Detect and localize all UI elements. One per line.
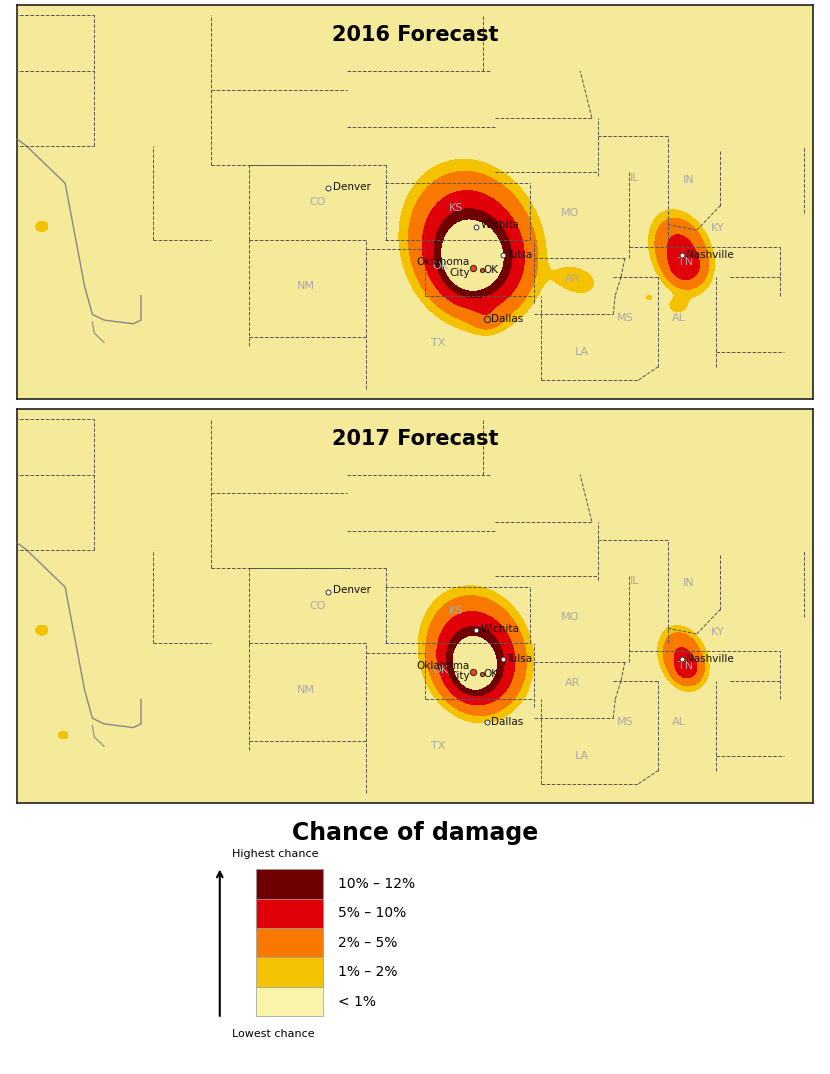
Text: Oklahoma
City: Oklahoma City: [417, 257, 470, 278]
Text: CO: CO: [310, 197, 326, 207]
Text: KS: KS: [449, 203, 463, 213]
Text: TX: TX: [431, 337, 446, 348]
Text: AR: AR: [564, 274, 580, 284]
Text: 10% – 12%: 10% – 12%: [338, 876, 415, 891]
Text: Chance of damage: Chance of damage: [292, 821, 538, 844]
FancyBboxPatch shape: [256, 899, 324, 928]
FancyBboxPatch shape: [256, 928, 324, 957]
Text: < 1%: < 1%: [338, 995, 376, 1008]
Text: LA: LA: [575, 751, 589, 760]
Text: KS: KS: [449, 607, 463, 616]
Text: MS: MS: [617, 314, 633, 323]
Text: Lowest chance: Lowest chance: [232, 1029, 315, 1040]
Text: Dallas: Dallas: [491, 314, 523, 323]
Text: Highest chance: Highest chance: [232, 848, 318, 859]
Text: 1% – 2%: 1% – 2%: [338, 966, 398, 979]
Text: IN: IN: [683, 579, 695, 589]
FancyBboxPatch shape: [256, 957, 324, 987]
Text: IL: IL: [630, 173, 639, 183]
Text: Nashville: Nashville: [686, 250, 733, 260]
Text: TN: TN: [677, 661, 693, 671]
Text: LA: LA: [575, 347, 589, 357]
Text: IN: IN: [683, 175, 695, 185]
Text: OK: OK: [484, 669, 499, 679]
Text: MO: MO: [561, 208, 579, 218]
FancyBboxPatch shape: [256, 869, 324, 899]
Text: 2016 Forecast: 2016 Forecast: [332, 25, 498, 45]
Text: TN: TN: [677, 257, 693, 267]
Text: MS: MS: [617, 717, 633, 727]
Text: KY: KY: [711, 223, 725, 233]
Text: AL: AL: [672, 717, 686, 727]
Text: KY: KY: [711, 627, 725, 637]
Text: Wichita: Wichita: [481, 624, 520, 634]
Text: Dallas: Dallas: [491, 717, 523, 727]
Text: 2% – 5%: 2% – 5%: [338, 935, 397, 949]
Text: 2017 Forecast: 2017 Forecast: [332, 429, 498, 449]
Text: Tulsa: Tulsa: [506, 250, 533, 260]
Text: Denver: Denver: [333, 585, 370, 595]
Text: Denver: Denver: [333, 182, 370, 191]
Text: Tulsa: Tulsa: [506, 654, 533, 664]
Text: Wichita: Wichita: [481, 220, 520, 230]
Text: Oklahoma
City: Oklahoma City: [417, 661, 470, 681]
Text: MO: MO: [561, 612, 579, 622]
Text: OK: OK: [432, 665, 448, 674]
Text: AL: AL: [672, 314, 686, 323]
Text: Nashville: Nashville: [686, 654, 733, 664]
FancyBboxPatch shape: [256, 987, 324, 1016]
Text: 5% – 10%: 5% – 10%: [338, 906, 406, 920]
Text: NM: NM: [297, 281, 315, 291]
Text: AR: AR: [564, 678, 580, 687]
Text: NM: NM: [297, 685, 315, 695]
Text: CO: CO: [310, 600, 326, 611]
Text: OK: OK: [484, 265, 499, 275]
Text: IL: IL: [630, 577, 639, 586]
Text: OK: OK: [432, 261, 448, 271]
Text: TX: TX: [431, 741, 446, 752]
